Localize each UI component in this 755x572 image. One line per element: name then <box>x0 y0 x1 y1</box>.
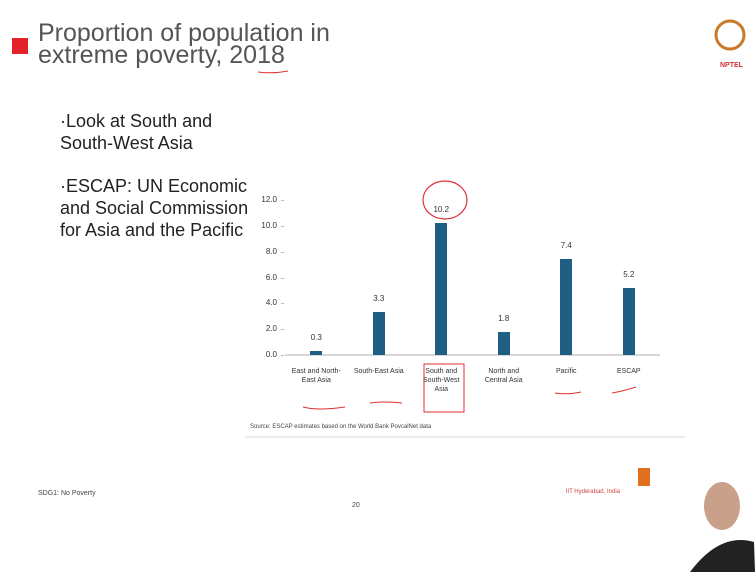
x-tick-label: Pacific <box>555 368 577 375</box>
presenter-body <box>690 540 755 572</box>
y-tick <box>281 277 284 279</box>
value-label: 1.8 <box>498 313 510 323</box>
bar <box>497 331 510 355</box>
y-tick <box>281 251 284 253</box>
bar <box>310 351 323 355</box>
logo: NPTEL <box>720 62 743 69</box>
y-tick <box>281 200 284 201</box>
footer-left: SDG1: No Poverty <box>38 490 96 497</box>
annotation-box <box>423 363 465 413</box>
y-tick-label: 12.0 <box>261 195 277 204</box>
annotation-circle <box>422 180 468 220</box>
bar <box>560 259 573 355</box>
y-tick-label: 6.0 <box>265 272 277 282</box>
y-tick <box>281 225 284 227</box>
annotation-underline <box>257 70 637 410</box>
bullet-text: ESCAP: UN Economic and Social Commission… <box>60 176 249 240</box>
bullet: ·Look at South and South-West Asia <box>60 111 213 153</box>
value-label: 5.2 <box>623 269 635 279</box>
x-tick-label: ESCAP <box>616 368 641 375</box>
y-tick-label: 10.0 <box>261 220 277 230</box>
value-label: 0.3 <box>310 333 322 343</box>
footer-right: IIT Hyderabad, India <box>565 489 620 495</box>
title-marker <box>12 38 28 54</box>
presenter <box>704 482 740 530</box>
y-tick-label: 0.0 <box>265 350 277 359</box>
y-tick-label: 8.0 <box>265 246 277 256</box>
bar <box>435 223 448 355</box>
institute-logo <box>638 468 650 486</box>
x-tick-label: East and North-East Asia <box>291 368 341 384</box>
value-label: 7.4 <box>560 241 572 251</box>
bar <box>372 312 385 355</box>
y-tick-label: 2.0 <box>265 324 277 334</box>
y-tick <box>281 303 284 305</box>
x-tick-label: North and Central Asia <box>484 368 523 384</box>
value-label: 10.2 <box>433 205 450 215</box>
page-number: 20 <box>352 502 360 509</box>
value-label: 3.3 <box>373 294 385 304</box>
bullet: ·ESCAP: UN Economic and Social Commissio… <box>60 176 249 240</box>
bullet-text: Look at South and South-West Asia <box>60 111 213 153</box>
x-tick-label: South-East Asia <box>353 368 404 375</box>
y-tick <box>281 355 284 356</box>
bar <box>622 287 635 355</box>
x-tick-label: South and South-West Asia <box>423 368 460 393</box>
slide-title: Proportion of population in extreme pove… <box>38 19 330 69</box>
y-tick-label: 4.0 <box>265 298 277 308</box>
y-tick <box>281 329 284 331</box>
logo-wheel <box>714 19 746 51</box>
source-note: Source: ESCAP estimates based on the Wor… <box>250 424 432 430</box>
